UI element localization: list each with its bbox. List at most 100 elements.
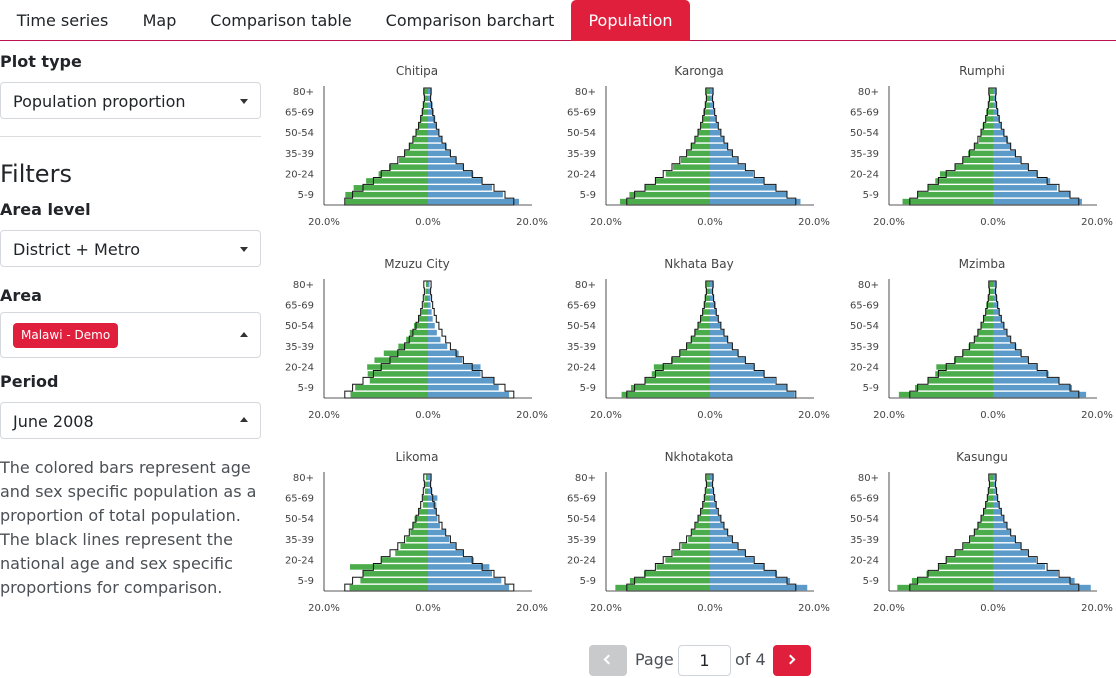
male-bar xyxy=(710,543,739,550)
national-line-female xyxy=(626,87,710,206)
male-bar xyxy=(710,384,787,391)
female-bar xyxy=(691,529,710,536)
female-bar xyxy=(367,371,428,377)
male-bar xyxy=(710,378,775,384)
age-tick-label: 50-54 xyxy=(567,128,596,139)
male-bar xyxy=(710,198,801,205)
male-bar xyxy=(428,329,437,336)
age-tick-label: 65-69 xyxy=(850,108,879,119)
x-tick-label: 20.0% xyxy=(516,603,548,614)
female-bar xyxy=(927,378,993,384)
age-tick-label: 20-24 xyxy=(567,556,596,567)
area-select[interactable]: Malawi - Demo xyxy=(0,312,261,358)
female-bar xyxy=(355,384,428,391)
female-bar xyxy=(424,488,428,494)
female-bar xyxy=(621,391,710,398)
female-bar xyxy=(366,178,428,184)
female-bar xyxy=(404,150,428,157)
female-bar xyxy=(704,495,710,501)
female-bar xyxy=(962,157,993,164)
age-tick-label: 5-9 xyxy=(298,383,314,394)
age-tick-label: 65-69 xyxy=(567,494,596,505)
page-number-input[interactable] xyxy=(678,645,731,676)
female-bar xyxy=(695,136,710,143)
male-bar xyxy=(428,350,459,357)
period-label: Period xyxy=(0,372,59,391)
female-bar xyxy=(398,157,428,164)
age-tick-label: 5-9 xyxy=(863,576,879,587)
area-tag[interactable]: Malawi - Demo xyxy=(13,323,119,348)
national-line-male xyxy=(993,87,1080,206)
female-bar xyxy=(985,116,993,122)
age-tick-label: 20-24 xyxy=(567,170,596,181)
x-tick-label: 0.0% xyxy=(415,410,440,421)
male-bar xyxy=(993,543,1022,550)
male-bar xyxy=(428,316,433,322)
national-line-male xyxy=(710,280,797,399)
male-bar xyxy=(710,178,765,184)
male-bar xyxy=(710,474,714,481)
male-bar xyxy=(993,129,1005,136)
age-tick-label: 35-39 xyxy=(850,149,879,160)
female-bar xyxy=(680,157,710,164)
female-bar xyxy=(705,102,710,108)
female-bar xyxy=(381,557,428,563)
plot-type-select[interactable]: Population proportion xyxy=(0,82,261,119)
panel-title: Mzimba xyxy=(959,257,1006,271)
male-bar xyxy=(710,364,755,370)
female-bar xyxy=(985,502,993,508)
next-page-button[interactable] xyxy=(773,645,811,676)
male-bar xyxy=(993,295,998,301)
tab-time-series[interactable]: Time series xyxy=(16,11,109,30)
tab-map[interactable]: Map xyxy=(142,11,177,30)
age-tick-label: 65-69 xyxy=(850,494,879,505)
page-label: Page xyxy=(635,650,674,669)
tab-comparison-barchart[interactable]: Comparison barchart xyxy=(385,11,555,30)
female-bar xyxy=(970,536,993,543)
female-bar xyxy=(694,329,710,336)
area-level-select[interactable]: District + Metro xyxy=(0,230,261,267)
male-bar xyxy=(993,191,1071,198)
tab-comparison-table[interactable]: Comparison table xyxy=(210,11,352,30)
female-bar xyxy=(644,185,710,191)
male-bar xyxy=(428,109,434,115)
male-bar xyxy=(993,522,1007,529)
male-bar xyxy=(993,322,1005,329)
female-bar xyxy=(981,322,993,329)
x-tick-label: 20.0% xyxy=(873,410,905,421)
female-bar xyxy=(353,185,428,191)
female-bar xyxy=(420,116,428,122)
female-bar xyxy=(963,543,993,550)
chevron-down-icon xyxy=(240,99,248,104)
national-line-female xyxy=(344,280,428,399)
age-tick-label: 35-39 xyxy=(567,535,596,546)
age-tick-label: 20-24 xyxy=(285,556,314,567)
national-line-male xyxy=(993,280,1080,399)
period-select[interactable]: June 2008 xyxy=(0,402,261,439)
female-bar xyxy=(705,95,710,102)
x-tick-label: 0.0% xyxy=(980,217,1005,228)
tab-population[interactable]: Population xyxy=(571,0,690,41)
male-bar xyxy=(993,529,1011,536)
age-tick-label: 50-54 xyxy=(850,514,879,525)
age-tick-label: 35-39 xyxy=(285,535,314,546)
pyramid-panel: Karonga 5-9 20-24 35-39 50-54 65-69 80+ 20.0% 0.… xyxy=(567,64,830,228)
x-tick-label: 20.0% xyxy=(308,603,340,614)
x-tick-label: 20.0% xyxy=(1081,603,1113,614)
female-bar xyxy=(706,481,710,488)
male-bar xyxy=(710,481,713,488)
male-bar xyxy=(993,281,997,288)
previous-page-button[interactable] xyxy=(589,645,627,676)
male-bar xyxy=(710,357,746,363)
female-bar xyxy=(615,584,710,591)
male-bar xyxy=(428,364,481,370)
male-bar xyxy=(710,550,746,556)
male-bar xyxy=(428,336,441,343)
male-bar xyxy=(710,150,733,157)
national-line-female xyxy=(909,280,993,399)
pyramid-charts: Chitipa 5-9 20-24 35-39 50-54 65-69 80+ 20.0% 0.… xyxy=(285,64,1113,614)
female-bar xyxy=(915,384,993,391)
male-bar xyxy=(428,550,464,556)
female-bar xyxy=(363,571,428,577)
national-line-male xyxy=(428,473,515,592)
